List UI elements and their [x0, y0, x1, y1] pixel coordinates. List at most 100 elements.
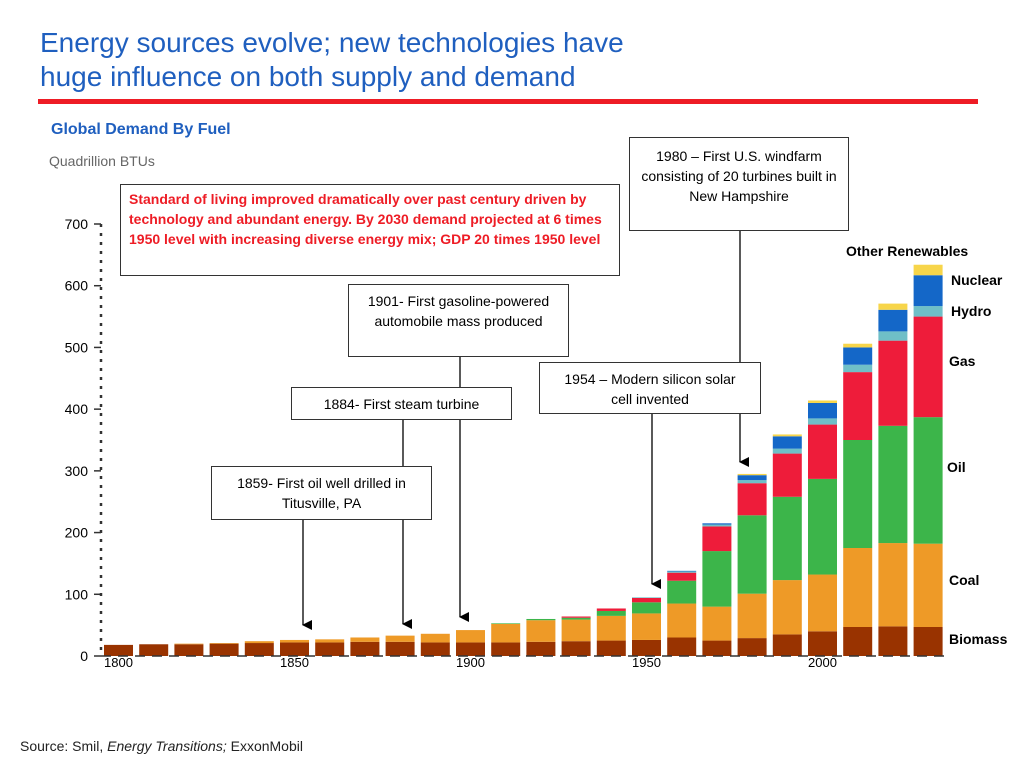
x-tick-label-1900: 1900 — [456, 655, 485, 670]
x-tick-label-1950: 1950 — [632, 655, 661, 670]
bar-biomass-1860 — [315, 642, 345, 656]
bar-coal-1890 — [420, 633, 450, 643]
bar-other-renewables-2010 — [843, 343, 873, 348]
source-book: Energy Transitions; — [107, 738, 227, 754]
bar-coal-1860 — [315, 639, 345, 643]
chart-title: Global Demand By Fuel — [51, 121, 231, 138]
bar-nuclear-2010 — [843, 347, 873, 365]
bar-biomass-1930 — [561, 641, 591, 656]
bar-biomass-1980 — [737, 638, 767, 656]
bar-gas-1970 — [702, 526, 732, 552]
bar-hydro-2000 — [808, 418, 837, 425]
bar-biomass-1970 — [702, 640, 732, 656]
bar-gas-1960 — [667, 572, 697, 581]
bar-nuclear-2020 — [878, 309, 908, 332]
bar-biomass-1960 — [667, 637, 697, 656]
bar-oil-2020 — [878, 425, 908, 544]
bar-oil-2010 — [843, 440, 873, 548]
title-line-1: Energy sources evolve; new technologies … — [40, 27, 624, 58]
bar-biomass-2030 — [913, 626, 943, 656]
bar-oil-1930 — [561, 617, 591, 620]
annotation-automobile: 1901- First gasoline-powered automobile … — [348, 284, 569, 357]
bar-gas-1980 — [737, 483, 767, 516]
bar-gas-2000 — [808, 424, 837, 479]
bar-coal-1900 — [456, 630, 485, 643]
bar-gas-1930 — [561, 616, 591, 618]
bar-nuclear-1970 — [702, 523, 732, 525]
bar-coal-1880 — [385, 635, 415, 642]
bar-oil-2000 — [808, 478, 837, 575]
bar-coal-1850 — [280, 639, 309, 643]
bar-gas-1990 — [772, 453, 802, 497]
bar-biomass-1890 — [420, 642, 450, 656]
y-tick-label-100: 100 — [65, 586, 89, 602]
bar-oil-1910 — [491, 623, 521, 624]
bar-hydro-1960 — [667, 571, 697, 573]
bar-oil-1990 — [772, 496, 802, 581]
bar-coal-1990 — [772, 580, 802, 635]
bar-hydro-1950 — [632, 597, 661, 598]
bar-biomass-2000 — [808, 631, 837, 656]
bar-biomass-2010 — [843, 626, 873, 656]
bar-oil-1940 — [596, 610, 626, 616]
legend-gas: Gas — [949, 353, 976, 369]
bar-coal-1840 — [244, 641, 274, 644]
bar-other-renewables-2030 — [913, 264, 943, 276]
bar-biomass-1800 — [104, 644, 133, 656]
annotation-solar-cell: 1954 – Modern silicon solar cell invente… — [539, 362, 761, 414]
bar-group — [104, 264, 943, 656]
title-line-2: huge influence on both supply and demand — [40, 61, 576, 92]
bar-biomass-1910 — [491, 642, 521, 656]
bar-oil-1950 — [632, 602, 661, 614]
x-tick-label-1850: 1850 — [280, 655, 309, 670]
bar-nuclear-1980 — [737, 475, 767, 481]
bar-nuclear-2000 — [808, 402, 837, 419]
bar-biomass-1820 — [174, 644, 204, 656]
bar-gas-2020 — [878, 340, 908, 426]
bar-nuclear-1960 — [667, 570, 697, 572]
bar-biomass-1880 — [385, 641, 415, 656]
legend-oil: Oil — [947, 459, 966, 475]
summary-note: Standard of living improved dramatically… — [120, 184, 620, 276]
bar-coal-1960 — [667, 603, 697, 638]
bar-biomass-1850 — [280, 642, 309, 656]
y-tick-label-200: 200 — [65, 525, 89, 541]
y-tick-label-300: 300 — [65, 463, 89, 479]
bar-coal-1970 — [702, 606, 732, 641]
bar-hydro-2030 — [913, 306, 943, 317]
bar-gas-2010 — [843, 372, 873, 440]
y-tick-label-600: 600 — [65, 278, 89, 294]
page-title: Energy sources evolve; new technologies … — [40, 26, 940, 94]
bar-biomass-1940 — [596, 640, 626, 656]
annotation-arrows — [302, 231, 749, 630]
bar-oil-1960 — [667, 580, 697, 604]
bar-biomass-1840 — [244, 643, 274, 656]
y-tick-label-700: 700 — [65, 216, 89, 232]
bar-coal-2030 — [913, 543, 943, 627]
bar-coal-2010 — [843, 548, 873, 627]
source-prefix: Source: Smil, — [20, 738, 104, 754]
source-suffix: ExxonMobil — [230, 738, 303, 754]
bar-biomass-1990 — [772, 634, 802, 656]
bar-biomass-1870 — [350, 641, 380, 656]
y-tick-label-500: 500 — [65, 339, 89, 355]
bar-hydro-1980 — [737, 480, 767, 484]
bar-gas-1950 — [632, 597, 661, 603]
bar-coal-2000 — [808, 574, 837, 632]
annotation-oil-well: 1859- First oil well drilled in Titusvil… — [211, 466, 432, 520]
y-axis-units: Quadrillion BTUs — [49, 153, 155, 169]
legend-coal: Coal — [949, 572, 980, 588]
bar-hydro-2010 — [843, 364, 873, 373]
bar-biomass-1950 — [632, 639, 661, 656]
bar-biomass-1900 — [456, 642, 485, 656]
annotation-steam-turbine: 1884- First steam turbine — [291, 387, 512, 420]
legend-nuclear: Nuclear — [951, 272, 1003, 288]
axes: 0 100 200 300 400 500 600 700 1800 1850 1900 1950 20… — [65, 216, 948, 670]
bar-hydro-2020 — [878, 331, 908, 341]
legend-hydro: Hydro — [951, 303, 992, 319]
bar-hydro-1990 — [772, 448, 802, 454]
bar-nuclear-1990 — [772, 436, 802, 449]
bar-coal-1870 — [350, 637, 380, 642]
bar-other-renewables-2020 — [878, 303, 908, 310]
